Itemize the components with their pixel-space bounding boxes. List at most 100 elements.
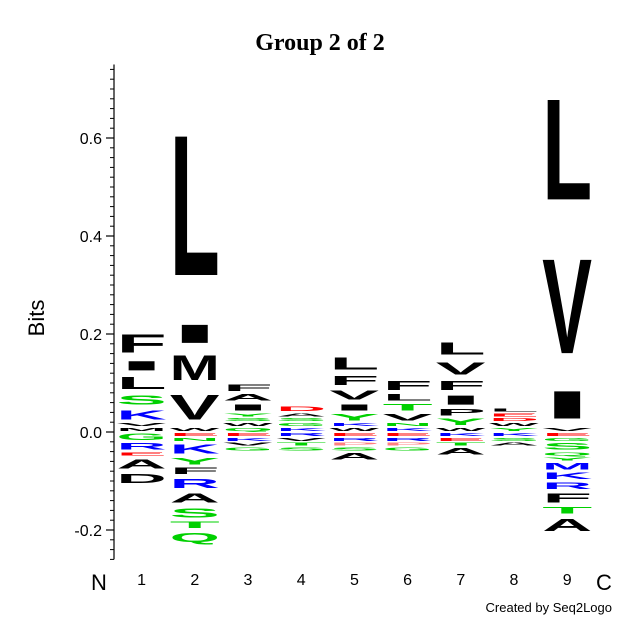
logo-letter: F — [383, 378, 433, 393]
logo-letter: P — [436, 408, 486, 418]
x-axis-position-labels: 1 2 3 4 5 6 7 8 9 — [137, 572, 572, 589]
logo-letter: G — [117, 432, 167, 442]
position-label: 2 — [190, 572, 199, 589]
logo-letter: L — [489, 408, 539, 413]
logo-letter: N — [170, 437, 220, 442]
position-label: 1 — [137, 572, 146, 589]
logo-letter: M — [542, 462, 592, 472]
logo-letter: F — [329, 373, 379, 388]
logo-letter: R — [170, 476, 220, 491]
logo-letter: R — [117, 442, 167, 452]
logo-letter: D — [489, 417, 539, 422]
logo-letter: I — [329, 403, 379, 413]
logo-letter: R — [542, 481, 592, 491]
logo-letter: K — [436, 432, 486, 437]
logo-letter: E — [489, 412, 539, 417]
logo-letter: A — [329, 452, 379, 462]
logo-letter: E — [383, 432, 433, 437]
logo-letter: V — [117, 422, 167, 427]
logo-letter: S — [329, 447, 379, 452]
logo-letter: V — [223, 442, 273, 447]
logo-letter: A — [117, 456, 167, 471]
logo-letter: R — [329, 437, 379, 442]
logo-letter: V — [436, 359, 486, 378]
logo-letter: L — [383, 393, 433, 403]
logo-letter: E — [170, 432, 220, 437]
logo-letter: V — [542, 427, 592, 432]
logo-letter: E — [542, 432, 592, 437]
logo-letter: S — [542, 442, 592, 452]
logo-letter: V — [276, 437, 326, 442]
logo-letter: F — [542, 491, 592, 506]
y-axis-label: Bits — [24, 300, 49, 337]
logo-letter: A — [276, 413, 326, 418]
logo-letter: A — [223, 393, 273, 403]
position-label: 4 — [297, 572, 306, 589]
logo-letter: K — [276, 427, 326, 432]
y-axis: -0.2 0.0 0.2 0.4 0.6 — [74, 64, 115, 560]
logo-letter: S — [276, 417, 326, 422]
c-terminal-label: C — [596, 570, 612, 595]
logo-letter: Y — [436, 417, 486, 427]
logo-letter: Q — [542, 452, 592, 457]
logo-letter: I — [223, 403, 273, 413]
logo-letter: W — [170, 427, 221, 432]
logo-letter: P — [329, 442, 379, 447]
logo-letter: Y — [329, 413, 379, 423]
logo-letter: T — [276, 442, 326, 447]
position-label: 6 — [403, 572, 412, 589]
logo-letter: A — [489, 442, 539, 447]
y-tick-label: 0.4 — [80, 229, 102, 246]
logo-letter: L — [170, 93, 220, 318]
logo-letter: G — [223, 447, 273, 452]
logo-letter: R — [276, 432, 326, 437]
logo-letter: K — [542, 471, 593, 481]
logo-letter: W — [489, 422, 540, 427]
logo-letter: Y — [223, 412, 273, 417]
logo-letter: K — [170, 442, 220, 457]
logo-letter: L — [542, 69, 592, 230]
logo-letter: S — [223, 417, 273, 422]
logo-letter: G — [383, 447, 433, 452]
logo-letter: L — [117, 373, 167, 393]
logo-letter: P — [383, 442, 433, 447]
position-label: 3 — [244, 572, 253, 589]
chart-title: Group 2 of 2 — [255, 30, 385, 56]
logo-letter: W — [436, 427, 487, 432]
logo-letter: L — [329, 353, 379, 373]
logo-letter: D — [117, 471, 167, 486]
logo-letter: W — [223, 422, 274, 427]
position-label: 7 — [456, 572, 465, 589]
logo-letter: A — [170, 491, 220, 506]
logo-letter: I — [436, 393, 486, 408]
logo-letter: M — [117, 427, 167, 432]
logo-letter: F — [436, 378, 486, 393]
logo-letter: V — [170, 388, 220, 427]
logo-letter: M — [170, 350, 220, 388]
logo-letter: D — [276, 405, 326, 412]
y-tick-label: 0.0 — [80, 425, 102, 442]
logo-letter: S — [117, 393, 167, 408]
logo-letter: A — [436, 447, 486, 457]
logo-letter: I — [170, 319, 220, 348]
logo-letter: I — [542, 383, 592, 427]
logo-letter: T — [170, 520, 220, 530]
logo-letter: E — [329, 432, 379, 437]
logo-letter: L — [436, 339, 486, 359]
logo-letter: F — [223, 383, 273, 393]
logo-letter: T — [542, 506, 592, 516]
logo-letter: Y — [542, 457, 592, 462]
n-terminal-label: N — [91, 570, 107, 595]
logo-letter: Q — [223, 427, 273, 432]
logo-letter: E — [117, 452, 167, 457]
logo-letter: E — [223, 432, 273, 437]
logo-letter: A — [542, 515, 592, 535]
logo-letter: G — [276, 422, 326, 427]
logo-letter: R — [383, 437, 433, 442]
logo-letter: Y — [170, 457, 220, 467]
logo-letter: Y — [489, 427, 539, 432]
logo-letter: N — [383, 422, 433, 427]
credit-text: Created by Seq2Logo — [486, 600, 612, 615]
y-tick-label: 0.6 — [80, 131, 102, 148]
logo-letter: I — [117, 359, 167, 374]
